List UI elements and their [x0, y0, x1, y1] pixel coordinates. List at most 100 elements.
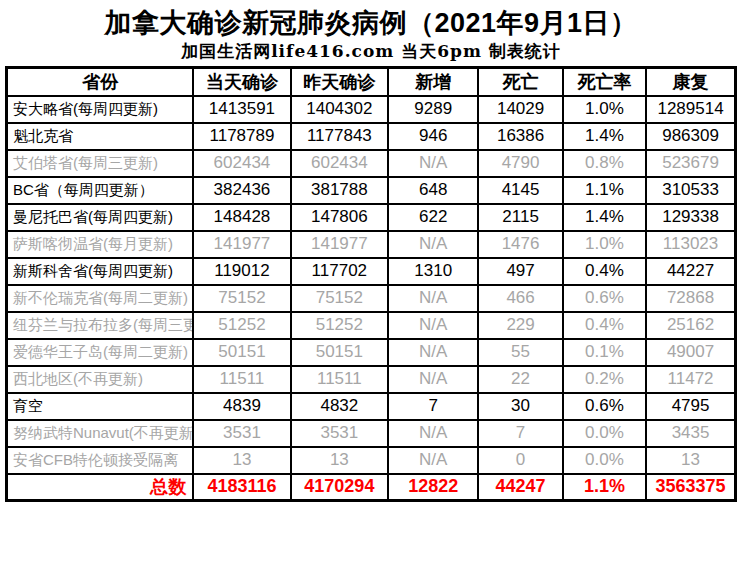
deaths-cell: 2115 [478, 204, 562, 231]
death-rate-cell: 0.6% [563, 393, 646, 420]
today-cell: 602434 [193, 150, 290, 177]
today-cell: 50151 [193, 339, 290, 366]
recovered-cell: 11472 [646, 366, 735, 393]
yesterday-cell: 75152 [291, 285, 388, 312]
today-cell: 4839 [193, 393, 290, 420]
province-cell: 安大略省(每周四更新) [7, 96, 194, 123]
new-cell: N/A [388, 420, 478, 447]
province-cell: 新不伦瑞克省(每周二更新) [7, 285, 194, 312]
new-cell: 946 [388, 123, 478, 150]
today-cell: 11511 [193, 366, 290, 393]
new-cell: N/A [388, 150, 478, 177]
new-cell: 9289 [388, 96, 478, 123]
new-cell: N/A [388, 312, 478, 339]
today-cell: 13 [193, 447, 290, 474]
recovered-cell: 3435 [646, 420, 735, 447]
table-row: 艾伯塔省(每周三更新)602434602434N/A47900.8%523679 [7, 150, 736, 177]
table-footer: 总数 4183116 4170294 12822 44247 1.1% 3563… [7, 474, 736, 501]
deaths-cell: 16386 [478, 123, 562, 150]
total-recovered-cell: 3563375 [646, 474, 735, 501]
deaths-cell: 14029 [478, 96, 562, 123]
deaths-cell: 229 [478, 312, 562, 339]
recovered-cell: 310533 [646, 177, 735, 204]
today-cell: 51252 [193, 312, 290, 339]
table-row: 新不伦瑞克省(每周二更新)7515275152N/A4660.6%72868 [7, 285, 736, 312]
new-cell: 1310 [388, 258, 478, 285]
deaths-cell: 497 [478, 258, 562, 285]
recovered-cell: 25162 [646, 312, 735, 339]
death-rate-cell: 0.4% [563, 258, 646, 285]
death-rate-cell: 0.4% [563, 312, 646, 339]
col-header-death-rate: 死亡率 [563, 68, 646, 96]
total-label: 总数 [7, 474, 194, 501]
new-cell: 7 [388, 393, 478, 420]
yesterday-cell: 117702 [291, 258, 388, 285]
col-header-recovered: 康复 [646, 68, 735, 96]
province-cell: 曼尼托巴省(每周四更新) [7, 204, 194, 231]
table-row: 西北地区(不再更新)1151111511N/A220.2%11472 [7, 366, 736, 393]
col-header-new: 新增 [388, 68, 478, 96]
covid-stats-table: 省份 当天确诊 昨天确诊 新增 死亡 死亡率 康复 安大略省(每周四更新)141… [5, 66, 737, 502]
table-row: 萨斯喀彻温省(每月更新)141977141977N/A14761.0%11302… [7, 231, 736, 258]
death-rate-cell: 1.4% [563, 204, 646, 231]
table-row: 曼尼托巴省(每周四更新)14842814780662221151.4%12933… [7, 204, 736, 231]
today-cell: 382436 [193, 177, 290, 204]
header-row: 省份 当天确诊 昨天确诊 新增 死亡 死亡率 康复 [7, 68, 736, 96]
page-title: 加拿大确诊新冠肺炎病例（2021年9月1日） [0, 0, 742, 39]
table-row: BC省（每周四更新）38243638178864841451.1%310533 [7, 177, 736, 204]
yesterday-cell: 147806 [291, 204, 388, 231]
new-cell: N/A [388, 231, 478, 258]
deaths-cell: 30 [478, 393, 562, 420]
recovered-cell: 49007 [646, 339, 735, 366]
today-cell: 1178789 [193, 123, 290, 150]
table-row: 新斯科舍省(每周四更新)11901211770213104970.4%44227 [7, 258, 736, 285]
deaths-cell: 22 [478, 366, 562, 393]
death-rate-cell: 0.6% [563, 285, 646, 312]
yesterday-cell: 51252 [291, 312, 388, 339]
yesterday-cell: 3531 [291, 420, 388, 447]
total-today-cell: 4183116 [193, 474, 290, 501]
death-rate-cell: 0.8% [563, 150, 646, 177]
death-rate-cell: 1.4% [563, 123, 646, 150]
yesterday-cell: 50151 [291, 339, 388, 366]
recovered-cell: 4795 [646, 393, 735, 420]
table-header: 省份 当天确诊 昨天确诊 新增 死亡 死亡率 康复 [7, 68, 736, 96]
deaths-cell: 1476 [478, 231, 562, 258]
death-rate-cell: 1.0% [563, 231, 646, 258]
new-cell: 622 [388, 204, 478, 231]
deaths-cell: 7 [478, 420, 562, 447]
table-row: 魁北克省11787891177843946163861.4%986309 [7, 123, 736, 150]
page-subtitle: 加国生活网life416.com 当天6pm 制表统计 [0, 39, 742, 63]
province-cell: 纽芬兰与拉布拉多(每周三更新) [7, 312, 194, 339]
yesterday-cell: 381788 [291, 177, 388, 204]
province-cell: 爱德华王子岛(每周二更新) [7, 339, 194, 366]
total-new-cell: 12822 [388, 474, 478, 501]
col-header-deaths: 死亡 [478, 68, 562, 96]
table-row: 安大略省(每周四更新)141359114043029289140291.0%12… [7, 96, 736, 123]
yesterday-cell: 4832 [291, 393, 388, 420]
recovered-cell: 1289514 [646, 96, 735, 123]
province-cell: 安省CFB特伦顿接受隔离 [7, 447, 194, 474]
death-rate-cell: 0.2% [563, 366, 646, 393]
province-cell: BC省（每周四更新） [7, 177, 194, 204]
province-cell: 西北地区(不再更新) [7, 366, 194, 393]
new-cell: N/A [388, 339, 478, 366]
new-cell: N/A [388, 366, 478, 393]
table-row: 纽芬兰与拉布拉多(每周三更新)5125251252N/A2290.4%25162 [7, 312, 736, 339]
province-cell: 萨斯喀彻温省(每月更新) [7, 231, 194, 258]
total-row: 总数 4183116 4170294 12822 44247 1.1% 3563… [7, 474, 736, 501]
death-rate-cell: 0.1% [563, 339, 646, 366]
death-rate-cell: 0.0% [563, 447, 646, 474]
recovered-cell: 72868 [646, 285, 735, 312]
table-row: 爱德华王子岛(每周二更新)5015150151N/A550.1%49007 [7, 339, 736, 366]
recovered-cell: 44227 [646, 258, 735, 285]
deaths-cell: 4790 [478, 150, 562, 177]
yesterday-cell: 1404302 [291, 96, 388, 123]
recovered-cell: 986309 [646, 123, 735, 150]
table-body: 安大略省(每周四更新)141359114043029289140291.0%12… [7, 96, 736, 474]
total-death-rate-cell: 1.1% [563, 474, 646, 501]
recovered-cell: 129338 [646, 204, 735, 231]
deaths-cell: 4145 [478, 177, 562, 204]
recovered-cell: 113023 [646, 231, 735, 258]
table-row: 育空483948327300.6%4795 [7, 393, 736, 420]
